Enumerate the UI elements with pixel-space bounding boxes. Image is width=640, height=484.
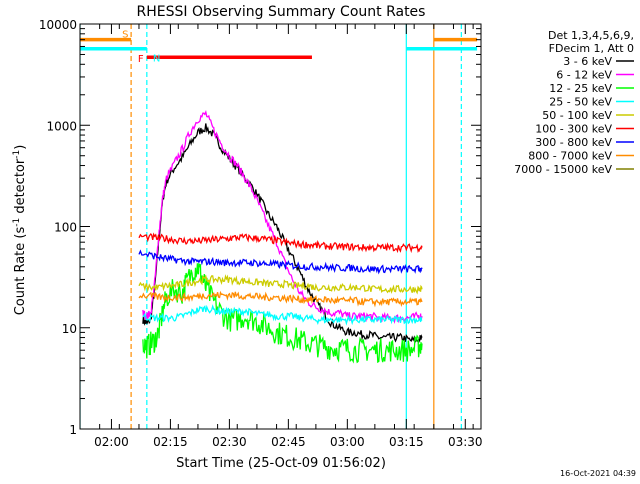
legend-label: 50 - 100 keV — [542, 109, 612, 122]
y-axis-label-main: Count Rate (s — [13, 227, 28, 316]
y-tick-label: 10000 — [39, 18, 77, 32]
y-axis-label-close: ) — [13, 145, 28, 150]
legend-label: 100 - 300 keV — [535, 123, 612, 136]
y-axis-label-exp1: -1 — [12, 218, 22, 227]
plot-area: S NF — [80, 24, 478, 429]
y-axis-label-exp2: -1 — [12, 150, 22, 159]
y-tick-label: 1 — [69, 423, 77, 437]
legend-label: 300 - 800 keV — [535, 136, 612, 149]
x-tick-label: 02:45 — [271, 435, 306, 449]
y-tick-label: 1000 — [46, 119, 77, 133]
legend-header-line: FDecim 1, Att 0 — [549, 42, 634, 55]
x-tick-label: 03:00 — [330, 435, 365, 449]
footer-timestamp: 16-Oct-2021 04:39 — [560, 469, 636, 478]
legend-label: 6 - 12 keV — [556, 69, 612, 82]
legend-label: 25 - 50 keV — [549, 96, 612, 109]
y-axis-label: Count Rate (s-1 detector-1) — [12, 145, 28, 316]
legend-label: 800 - 7000 keV — [528, 150, 612, 163]
x-tick-label: 03:15 — [389, 435, 424, 449]
series-line-3 — [142, 304, 423, 326]
y-tick-label: 100 — [54, 221, 77, 235]
legend-label: 12 - 25 keV — [549, 82, 612, 95]
series-line-6 — [138, 249, 423, 275]
series-line-7 — [138, 290, 423, 308]
plot-inner — [80, 24, 478, 429]
y-tick-label: 10 — [62, 322, 77, 336]
legend: Det 1,3,4,5,6,9,FDecim 1, Att 03 - 6 keV… — [514, 29, 634, 176]
x-tick-label: 02:15 — [153, 435, 188, 449]
y-axis-label-mid: detector — [13, 158, 28, 218]
x-tick-label: 02:30 — [212, 435, 247, 449]
legend-header-line: Det 1,3,4,5,6,9, — [548, 29, 634, 42]
x-axis-label: Start Time (25-Oct-09 01:56:02) — [176, 456, 386, 471]
series-line-5 — [138, 232, 423, 254]
axes: 1 10 100 1000 10000 02:00 02:15 02:30 02:45 03:00… — [39, 18, 483, 449]
chart-title: RHESSI Observing Summary Count Rates — [137, 4, 426, 20]
flag-label-S: S — [122, 30, 128, 41]
series-line-4 — [138, 274, 423, 295]
legend-label: 3 - 6 keV — [563, 55, 612, 68]
series-line-0 — [142, 123, 423, 343]
x-tick-label: 03:30 — [448, 435, 483, 449]
legend-label: 7000 - 15000 keV — [514, 163, 612, 176]
flag-label-F: F — [138, 54, 144, 65]
plot-frame — [79, 23, 482, 430]
x-tick-label: 02:00 — [94, 435, 129, 449]
flag-label-N: N — [153, 54, 160, 65]
series-line-1 — [142, 110, 423, 325]
